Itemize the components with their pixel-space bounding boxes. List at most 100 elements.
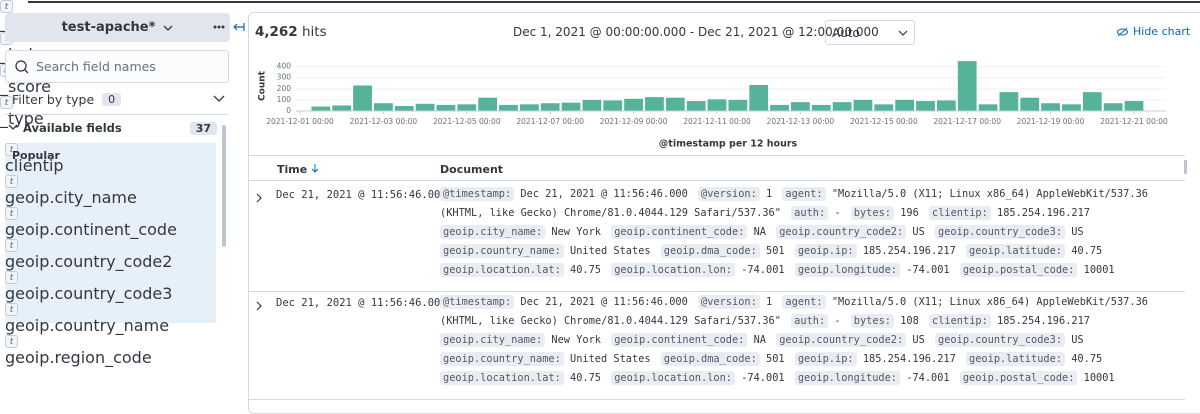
x-tick-label: 2021-12-01 00:00 [266, 117, 334, 126]
field-value: New York [551, 226, 602, 238]
field-type: t [5, 303, 18, 316]
field[interactable]: t geoip.country_code2 [5, 239, 216, 271]
bar [665, 97, 685, 111]
interval-select[interactable]: Auto [825, 20, 915, 45]
x-tick-label: 2021-12-09 00:00 [600, 117, 668, 126]
field-value: 196 [900, 207, 919, 219]
scrollbar[interactable] [222, 125, 226, 247]
search-placeholder: Search field names [36, 59, 156, 74]
field-key: auth: [791, 314, 829, 328]
row-divider [249, 399, 1185, 400]
histogram: Count 0 100 200 300 400 2021-12-01 00:00 2021-1… [258, 61, 1168, 150]
bar [415, 103, 435, 111]
available-label: Available fields [23, 121, 122, 135]
field[interactable]: t geoip.country_code3 [5, 271, 216, 303]
document: @timestamp: Dec 21, 2021 @ 11:56:46.000 … [440, 293, 1166, 388]
field[interactable]: t geoip.city_name [5, 175, 216, 207]
bar [811, 104, 831, 111]
field-key: clientip: [929, 314, 991, 328]
chevron [213, 95, 225, 102]
field-name: geoip.region_code [5, 348, 152, 367]
column-header[interactable]: Time [277, 163, 319, 176]
bar [394, 106, 414, 111]
field-key: geoip.country_code2: [776, 333, 907, 347]
filter-by-type[interactable]: Filter by type 0 [5, 84, 229, 115]
bar [1082, 92, 1102, 111]
bar [478, 97, 498, 111]
hide-chart: Hide chart [1133, 25, 1191, 38]
field[interactable]: t geoip.region_code [5, 335, 216, 367]
field-name: geoip.country_name [5, 316, 170, 335]
field-key: geoip.location.lat: [440, 263, 564, 277]
field-value: 108 [900, 315, 919, 327]
field-key: geoip.dma_code: [660, 244, 760, 258]
bar [436, 104, 456, 111]
field-value: -74.001 [741, 372, 785, 384]
y-tick-label: 200 [277, 84, 292, 93]
bar [311, 106, 331, 111]
x-tick-label: 2021-12-13 00:00 [767, 117, 835, 126]
bar [874, 104, 894, 111]
x-tick-label: 2021-12-21 00:00 [1100, 117, 1168, 126]
field-key: geoip.ip: [794, 352, 857, 366]
field-type: t [5, 175, 18, 188]
bar [728, 99, 748, 111]
field-value: 501 [766, 353, 785, 365]
column-label: Time [277, 163, 308, 176]
field-value: 10001 [1083, 264, 1115, 276]
field-search[interactable]: Search field names [5, 50, 229, 83]
bar [1124, 101, 1144, 111]
bar [791, 102, 810, 111]
field-value: NA [753, 334, 767, 346]
field-value: 185.254.196.217 [997, 315, 1090, 327]
bar [603, 100, 623, 111]
field[interactable]: t geoip.continent_code [5, 207, 216, 239]
field-key: geoip.country_code3: [935, 225, 1066, 239]
field-value: NA [753, 226, 767, 238]
expand-toggle[interactable] [254, 188, 264, 207]
field-value: New York [551, 334, 602, 346]
popular-section: Popular t clientip t geoip.city_name t geoip.c… [5, 143, 216, 367]
field[interactable]: t _type [0, 96, 1200, 128]
bar [1062, 104, 1081, 111]
sidebar-tools[interactable] [212, 21, 248, 33]
field[interactable]: t geoip.country_name [5, 303, 216, 335]
sort-icon [311, 164, 319, 173]
field-key: @version: [698, 187, 760, 201]
field-key: geoip.longitude: [794, 371, 901, 385]
field[interactable]: t clientip [5, 143, 216, 175]
document: @timestamp: Dec 21, 2021 @ 11:56:46.000 … [440, 185, 1166, 280]
field-type: t [0, 96, 13, 109]
field-type: t [5, 271, 18, 284]
field-key: geoip.country_name: [440, 244, 564, 258]
y-tick-label: 100 [277, 95, 292, 104]
bar [999, 92, 1019, 111]
hits: 4,262 hits [255, 24, 327, 40]
bar [645, 97, 664, 111]
field-value: "Mozilla/5.0 (X11; Linux x86_64) AppleWe… [440, 296, 1148, 327]
field-key: @timestamp: [440, 187, 515, 201]
expand-toggle[interactable] [254, 296, 264, 315]
index-pattern: test-apache* [61, 20, 156, 35]
field-key: geoip.country_code3: [935, 333, 1066, 347]
field-key: geoip.latitude: [966, 352, 1066, 366]
field-name: geoip.continent_code [5, 220, 177, 239]
y-axis-label: Count [258, 70, 268, 101]
hide-chart-link[interactable]: Hide chart [1117, 25, 1190, 38]
hits-count: 4,262 [255, 24, 298, 40]
date-range[interactable]: Dec 1, 2021 @ 00:00:00.000 - Dec 21, 202… [513, 25, 879, 39]
top-border [28, 1, 1200, 3]
scrollbar[interactable] [1184, 160, 1187, 174]
field-name: geoip.country_code3 [5, 284, 173, 303]
field-name: geoip.city_name [5, 188, 137, 207]
available-fields-header[interactable]: Available fields 37 [5, 118, 217, 138]
x-tick-label: 2021-12-17 00:00 [933, 117, 1001, 126]
field-type: t [5, 143, 18, 156]
bar [686, 101, 706, 111]
index-pattern-selector[interactable]: test-apache* [5, 13, 230, 42]
field-value: - [834, 315, 841, 327]
field-name: geoip.country_code2 [5, 252, 173, 271]
bar [624, 98, 643, 111]
filter-label: Filter by type [12, 91, 95, 107]
